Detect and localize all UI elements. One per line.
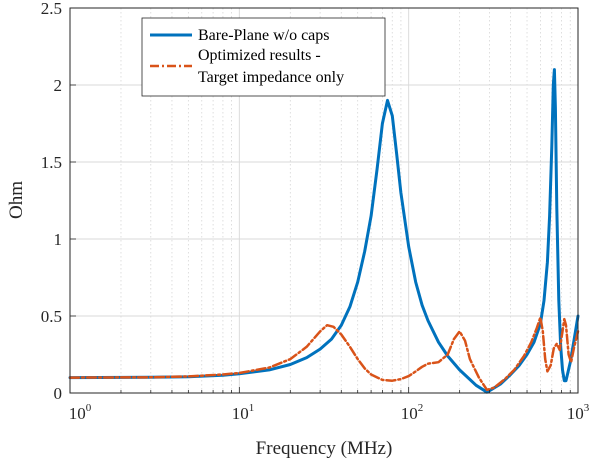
series-line-bare-plane <box>68 68 580 394</box>
series-line-optimized <box>68 316 580 392</box>
axes-box <box>69 7 579 394</box>
y-tick-label-2: 1 <box>54 230 63 249</box>
legend: Bare-Plane w/o caps Optimized results - … <box>141 17 386 97</box>
y-tick-label-4: 2 <box>54 76 63 95</box>
legend-label-optimized-line2: Target impedance only <box>198 69 344 86</box>
x-tick-label-2: 102 <box>401 402 424 423</box>
series-layer <box>68 68 580 394</box>
y-tick-label-5: 2.5 <box>41 0 62 18</box>
ticks <box>70 7 571 394</box>
y-tick-label-1: 0.5 <box>41 307 62 326</box>
x-tick-label-0: 100 <box>69 402 92 423</box>
legend-label-bare-plane: Bare-Plane w/o caps <box>198 27 330 44</box>
legend-box <box>141 17 386 97</box>
y-tick-label-3: 1.5 <box>41 153 62 172</box>
y-axis-label: Ohm <box>6 181 27 219</box>
x-tick-label-3: 103 <box>567 402 590 423</box>
x-axis-label: Frequency (MHz) <box>256 438 393 459</box>
y-tick-label-0: 0 <box>54 384 63 403</box>
x-tick-label-1: 101 <box>232 402 255 423</box>
legend-label-optimized-line1: Optimized results - <box>198 47 321 64</box>
